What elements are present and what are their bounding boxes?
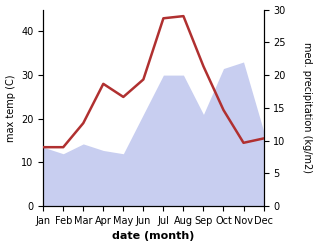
Y-axis label: med. precipitation (kg/m2): med. precipitation (kg/m2)	[302, 42, 313, 173]
Y-axis label: max temp (C): max temp (C)	[5, 74, 16, 142]
X-axis label: date (month): date (month)	[112, 231, 195, 242]
